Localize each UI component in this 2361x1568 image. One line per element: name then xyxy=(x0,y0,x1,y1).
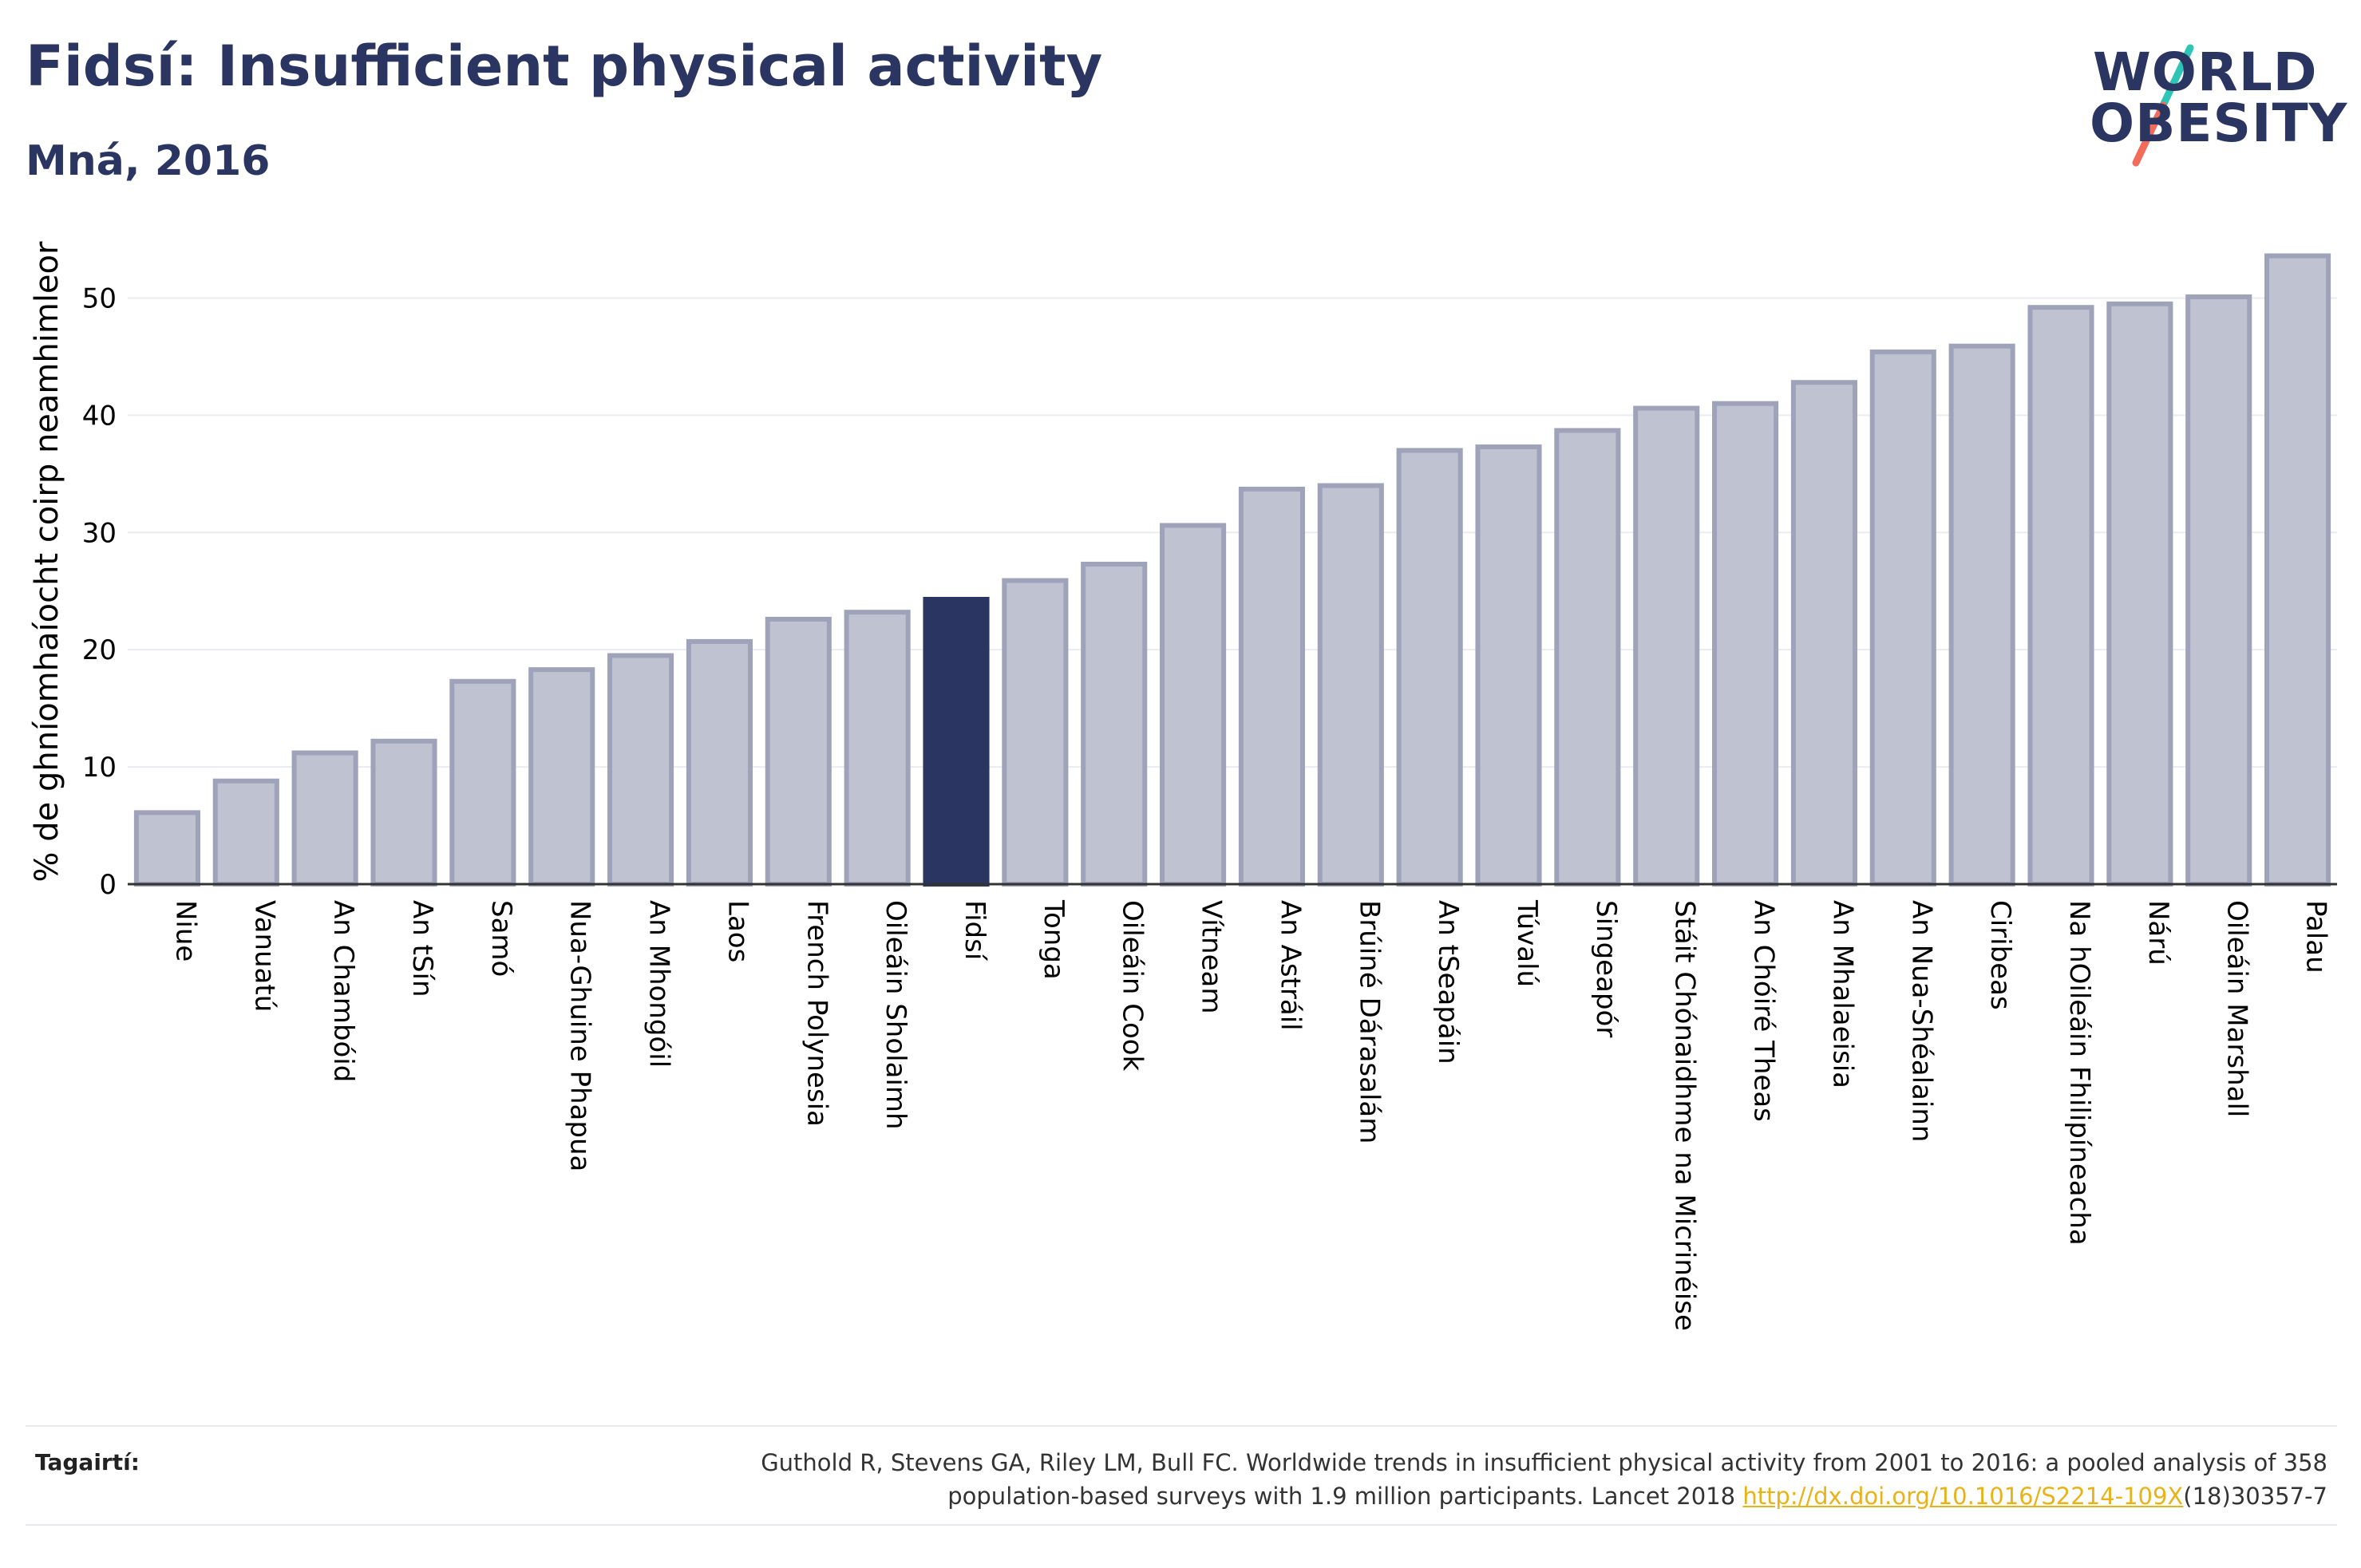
x-tick-label: An Chóiré Theas xyxy=(1748,900,1780,1122)
x-tick-label: French Polynesia xyxy=(801,900,832,1127)
bar xyxy=(1002,578,1069,887)
x-tick-label: Nua-Ghuine Phapua xyxy=(564,900,596,1171)
references-top-divider xyxy=(26,1425,2337,1427)
bar xyxy=(1238,486,1305,887)
reference-line-2-end: (18)30357-7 xyxy=(2183,1483,2327,1510)
x-tick-label: An Chambóid xyxy=(327,900,359,1082)
y-tick-label: 20 xyxy=(82,634,117,666)
x-tick-label: An Mhongóil xyxy=(643,900,675,1068)
logo-slash-icon xyxy=(2132,44,2194,167)
reference-line-2-start: population-based surveys with 1.9 millio… xyxy=(947,1483,1743,1510)
reference-doi-link[interactable]: http://dx.doi.org/10.1016/S2214-109X xyxy=(1742,1483,2184,1510)
x-tick-label: Singeapór xyxy=(1590,900,1622,1037)
x-tick-label: Brúiné Dárasalám xyxy=(1353,900,1385,1143)
x-tick-label: Fidsí xyxy=(959,900,991,962)
x-tick-label: Palau xyxy=(2300,900,2332,974)
references-label: Tagairtí: xyxy=(35,1449,140,1475)
bar xyxy=(2106,301,2173,887)
logo-text-obesity: OBESITY xyxy=(2090,93,2348,154)
x-tick-label: Nárú xyxy=(2142,900,2174,966)
bar xyxy=(686,638,753,887)
bar xyxy=(1948,343,2015,887)
y-tick-label: 10 xyxy=(82,752,117,784)
y-axis-title: % de ghníomhaíocht coirp neamhimleor xyxy=(29,241,65,882)
x-tick-label: An Mhalaeisia xyxy=(1826,900,1858,1088)
bar xyxy=(765,616,832,887)
x-tick-label: Stáit Chónaidhme na Micrinéise xyxy=(1669,900,1701,1331)
x-tick-label: An Nua-Shéalainn xyxy=(1905,900,1937,1142)
y-tick-label: 50 xyxy=(82,282,117,314)
bar-highlighted xyxy=(923,597,990,887)
references-text: Guthold R, Stevens GA, Riley LM, Bull FC… xyxy=(651,1446,2327,1513)
reference-line-1: Guthold R, Stevens GA, Riley LM, Bull FC… xyxy=(761,1449,2327,1476)
page-title: Fidsí: Insufficient physical activity xyxy=(26,34,1103,99)
bar xyxy=(1790,380,1857,887)
x-tick-label: Ciribeas xyxy=(1984,900,2016,1010)
bar xyxy=(1081,561,1148,887)
bar xyxy=(1712,401,1779,887)
bar xyxy=(844,610,911,887)
bar-chart: 0 10 20 30 40 50 % de ghníomhaíocht coirp neam… xyxy=(29,241,2337,1331)
x-tick-label: Túvalú xyxy=(1511,899,1543,987)
bar xyxy=(1317,483,1384,887)
bar xyxy=(1869,350,1936,887)
x-tick-label: Vanuatú xyxy=(248,900,280,1012)
logo-text-world: WORLD xyxy=(2093,41,2318,103)
bar xyxy=(449,678,516,887)
bar xyxy=(607,653,674,887)
reference-line-2: population-based surveys with 1.9 millio… xyxy=(651,1479,2327,1513)
bar xyxy=(370,738,437,887)
x-tick-label: Oileáin Cook xyxy=(1117,900,1149,1072)
x-tick-label: An Astráil xyxy=(1274,900,1306,1031)
bar xyxy=(291,750,358,887)
page-subtitle: Mná, 2016 xyxy=(26,137,271,185)
bar xyxy=(2027,305,2094,887)
x-tick-label: An tSín xyxy=(406,900,438,997)
bar xyxy=(1475,444,1542,887)
bar xyxy=(528,667,595,887)
bar xyxy=(1554,428,1621,887)
bar xyxy=(212,778,279,887)
references-bottom-divider xyxy=(26,1524,2337,1526)
bar xyxy=(2264,253,2331,887)
bar xyxy=(1633,405,1700,887)
world-obesity-logo: WORLD OBESITY xyxy=(2090,40,2347,176)
y-tick-label: 40 xyxy=(82,400,117,432)
bar xyxy=(1396,448,1463,887)
x-tick-label: Oileáin Sholaimh xyxy=(880,900,912,1130)
x-tick-label: Niue xyxy=(169,900,201,962)
x-tick-label: Samó xyxy=(485,900,517,977)
bar xyxy=(133,810,200,887)
x-tick-label: Na hOileáin Fhilipíneacha xyxy=(2063,900,2095,1246)
x-tick-label: Laos xyxy=(722,900,753,962)
x-tick-label: Oileáin Marshall xyxy=(2221,900,2253,1117)
x-tick-label: Vítneam xyxy=(1196,900,1228,1013)
x-tick-label: An tSeapáin xyxy=(1432,900,1464,1064)
y-tick-label: 0 xyxy=(99,869,117,901)
bar xyxy=(2185,294,2252,887)
bar xyxy=(1160,523,1227,887)
y-tick-label: 30 xyxy=(82,517,117,549)
x-tick-label: Tonga xyxy=(1038,899,1070,980)
